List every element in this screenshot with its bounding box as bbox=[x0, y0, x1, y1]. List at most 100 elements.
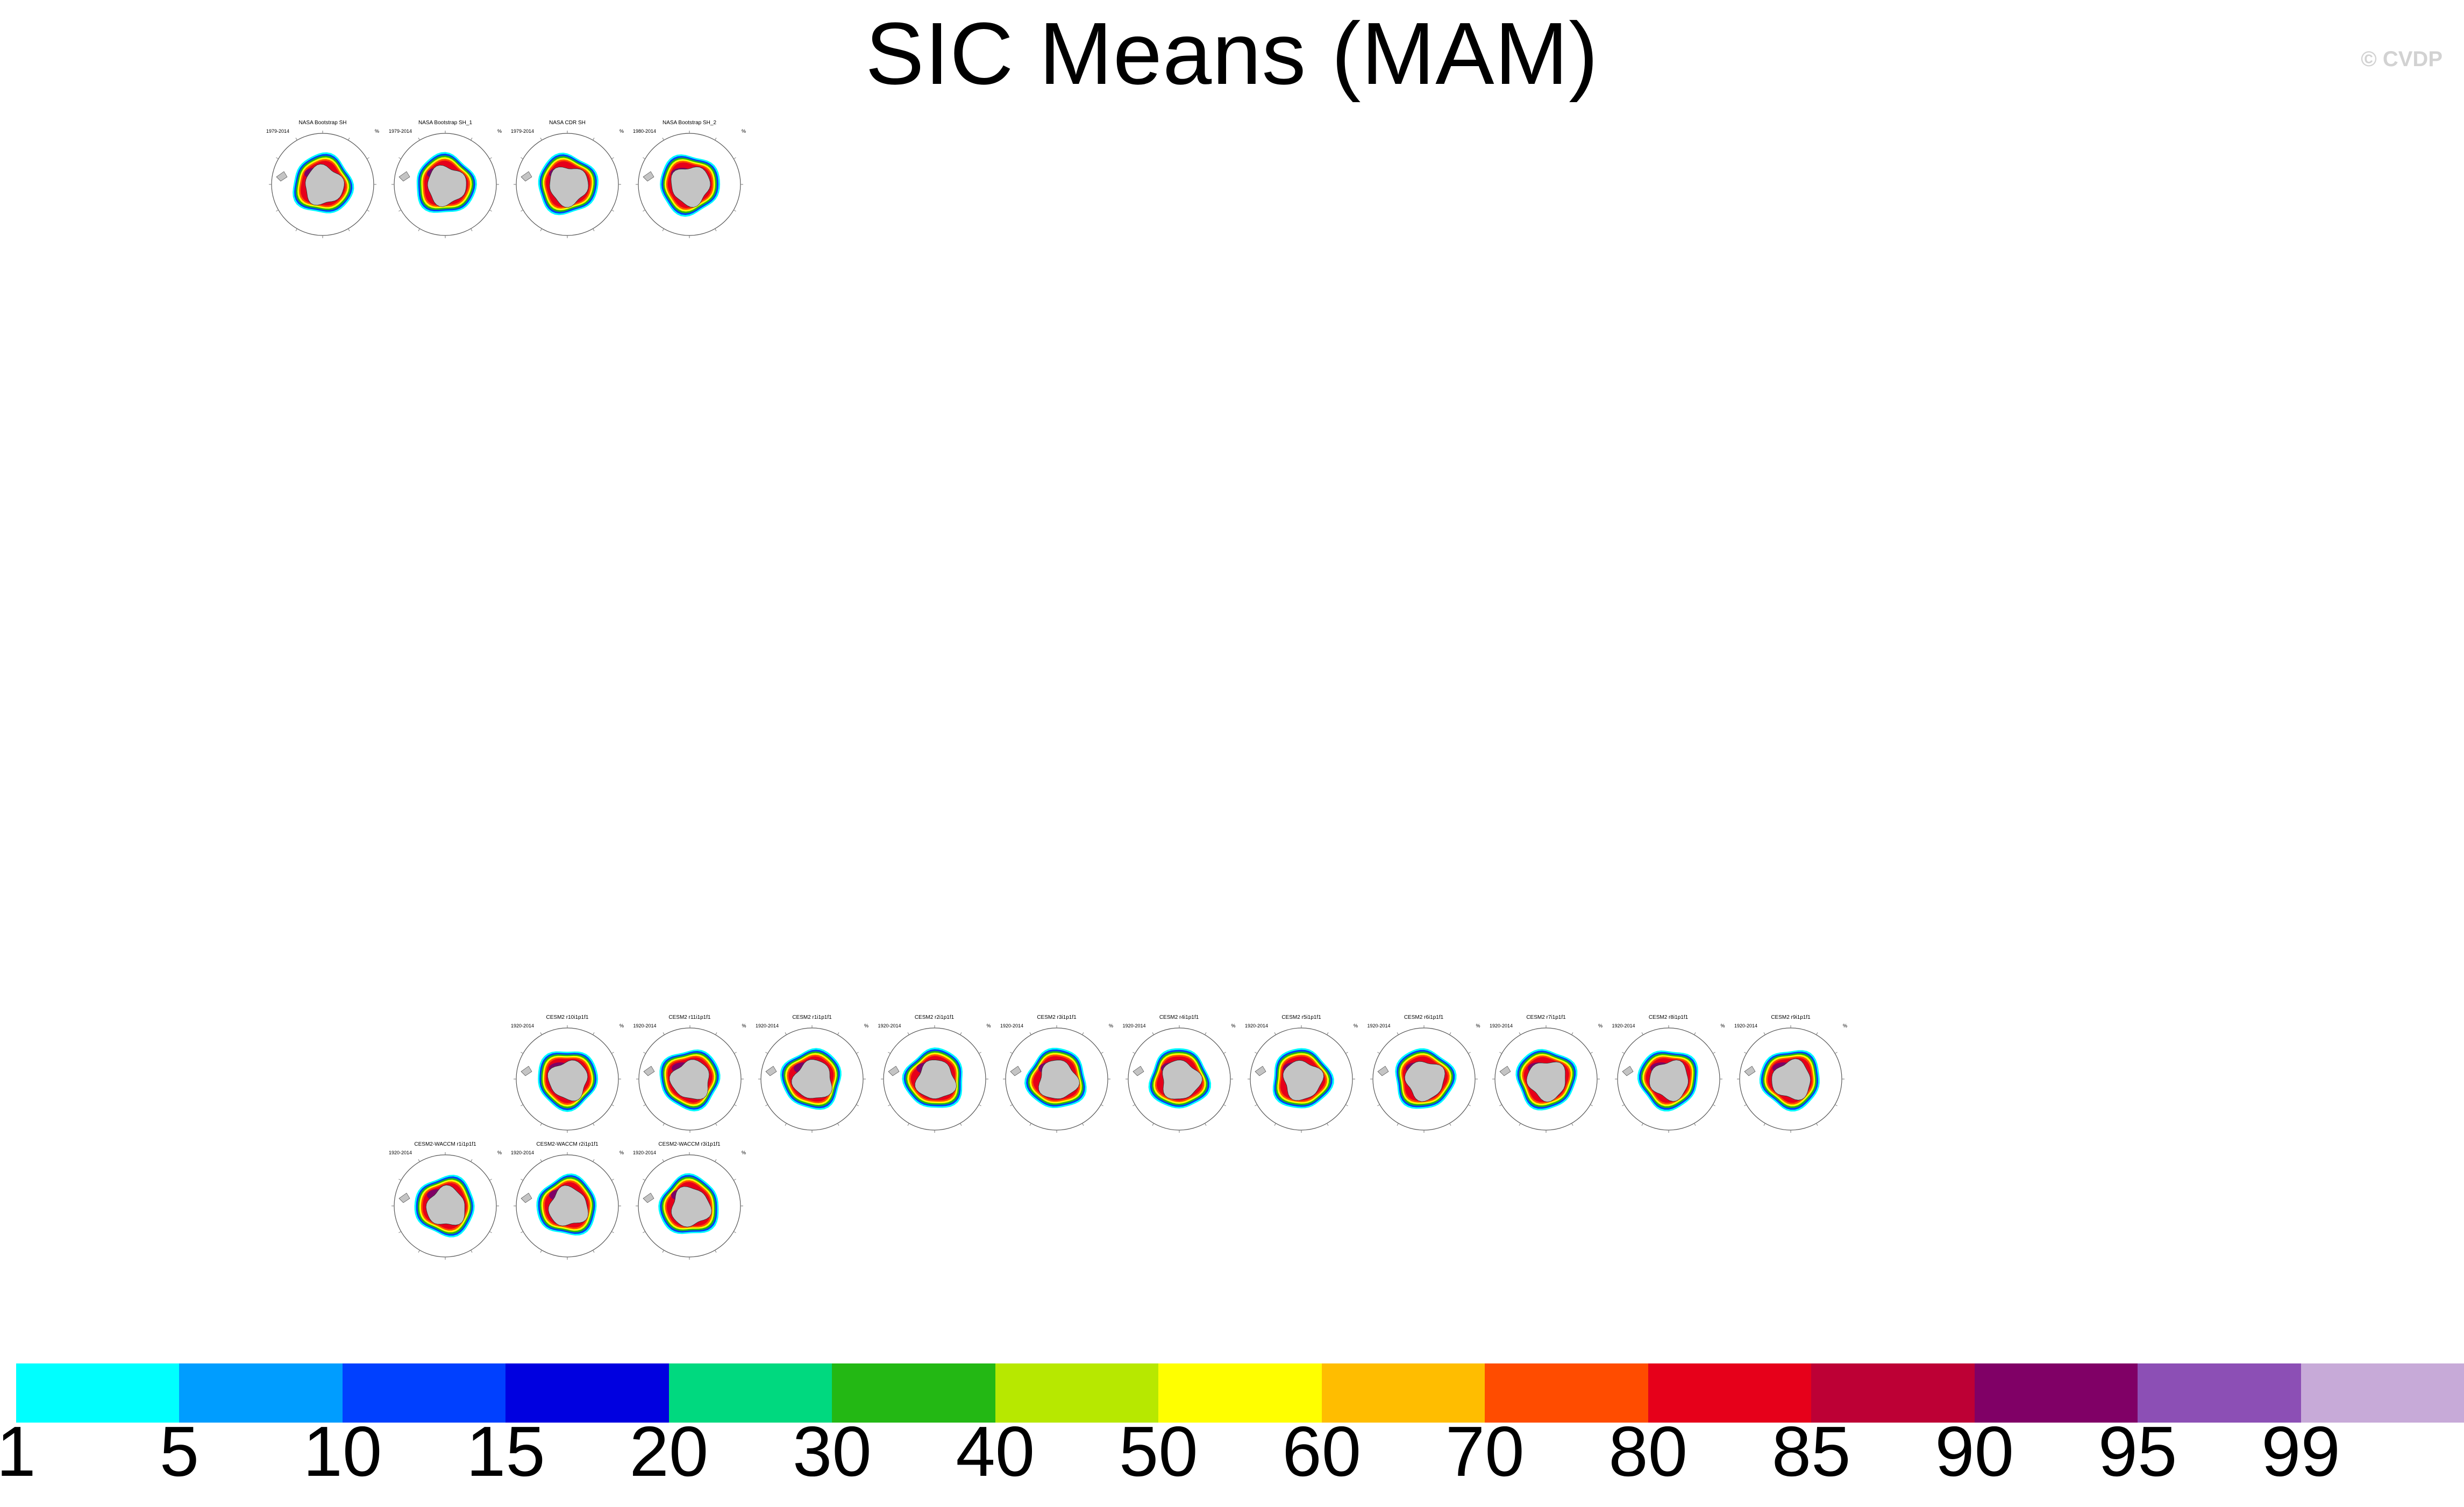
panel-title: CESM2 r8i1p1f1 bbox=[1648, 1015, 1689, 1020]
polar-map bbox=[514, 131, 621, 238]
south-america-land bbox=[1133, 1066, 1144, 1076]
colorbar-tick-label: 40 bbox=[956, 1412, 1035, 1491]
longitude-tick bbox=[540, 1123, 542, 1126]
colorbar-swatch bbox=[342, 1363, 506, 1423]
colorbar-swatch bbox=[832, 1363, 996, 1423]
antarctica-land bbox=[1404, 1061, 1445, 1102]
antarctica-land bbox=[671, 1186, 712, 1227]
panel-title: CESM2 r2i1p1f1 bbox=[914, 1015, 955, 1020]
map-panel: CESM2 r6i1p1f1 1920-2014% bbox=[1367, 1015, 1480, 1133]
panel-years: 1920-2014 bbox=[1245, 1023, 1269, 1029]
panel-units: % bbox=[497, 1150, 502, 1155]
panel-units: % bbox=[741, 128, 746, 134]
polar-map bbox=[1125, 1025, 1233, 1133]
panel-units: % bbox=[1108, 1023, 1113, 1029]
map-panel: CESM2 r7i1p1f1 1920-2014% bbox=[1490, 1015, 1603, 1133]
longitude-tick bbox=[1204, 1123, 1206, 1126]
colorbar-swatch bbox=[505, 1363, 670, 1423]
polar-map bbox=[758, 1025, 866, 1133]
longitude-tick bbox=[1641, 1123, 1643, 1126]
panel-units: % bbox=[1353, 1023, 1358, 1029]
panel-units: % bbox=[1720, 1023, 1725, 1029]
longitude-tick bbox=[643, 1179, 645, 1181]
longitude-tick bbox=[398, 1179, 401, 1181]
antarctica-land bbox=[1162, 1060, 1202, 1099]
longitude-tick bbox=[1816, 1123, 1818, 1126]
longitude-tick bbox=[907, 1032, 909, 1035]
panel-title: NASA Bootstrap SH_2 bbox=[662, 120, 717, 126]
longitude-tick bbox=[348, 228, 350, 231]
colorbar-tick-label: 99 bbox=[2261, 1412, 2340, 1491]
longitude-tick bbox=[276, 157, 279, 159]
longitude-tick bbox=[540, 228, 542, 231]
longitude-tick bbox=[471, 138, 473, 140]
longitude-tick bbox=[521, 1231, 523, 1233]
longitude-tick bbox=[593, 1159, 595, 1162]
longitude-tick bbox=[1468, 1104, 1471, 1106]
south-america-land bbox=[643, 1066, 654, 1076]
map-panel: CESM2 r11i1p1f1 1920-2014% bbox=[633, 1015, 746, 1133]
longitude-tick bbox=[733, 1179, 736, 1181]
south-america-land bbox=[765, 1066, 777, 1076]
antarctica-land bbox=[548, 1185, 589, 1226]
longitude-tick bbox=[1223, 1052, 1226, 1054]
longitude-tick bbox=[418, 228, 420, 231]
longitude-tick bbox=[1132, 1104, 1135, 1106]
longitude-tick bbox=[1397, 1123, 1399, 1126]
panel-years: 1920-2014 bbox=[1122, 1023, 1146, 1029]
panel-title: CESM2 r4i1p1f1 bbox=[1159, 1015, 1199, 1020]
south-america-land bbox=[521, 171, 532, 182]
colorbar-tick-label: 90 bbox=[1935, 1412, 2014, 1491]
colorbar-swatch bbox=[1321, 1363, 1485, 1423]
longitude-tick bbox=[471, 1250, 473, 1253]
longitude-tick bbox=[959, 1032, 962, 1035]
panel-title: NASA Bootstrap SH bbox=[298, 120, 347, 126]
panel-years: 1920-2014 bbox=[511, 1150, 535, 1155]
longitude-tick bbox=[715, 228, 717, 231]
longitude-tick bbox=[295, 138, 297, 140]
map-panel: CESM2 r10i1p1f1 1920-2014% bbox=[511, 1015, 624, 1133]
longitude-tick bbox=[398, 157, 401, 159]
antarctica-land bbox=[425, 1184, 465, 1226]
polar-map bbox=[636, 1152, 743, 1260]
longitude-tick bbox=[837, 1123, 839, 1126]
longitude-tick bbox=[733, 1104, 737, 1106]
colorbar bbox=[16, 1363, 2464, 1423]
map-panel: CESM2 r5i1p1f1 1920-2014% bbox=[1245, 1015, 1358, 1133]
colorbar-swatch bbox=[2138, 1363, 2302, 1423]
colorbar-tick-label: 80 bbox=[1608, 1412, 1688, 1491]
longitude-tick bbox=[1519, 1032, 1521, 1035]
longitude-tick bbox=[1274, 1032, 1276, 1035]
longitude-tick bbox=[1152, 1032, 1154, 1035]
panel-title: CESM2 r3i1p1f1 bbox=[1037, 1015, 1077, 1020]
colorbar-swatch bbox=[1648, 1363, 1812, 1423]
map-panel: CESM2 r8i1p1f1 1920-2014% bbox=[1612, 1015, 1725, 1133]
antarctica-land bbox=[669, 1059, 709, 1100]
polar-map bbox=[391, 1152, 499, 1260]
south-america-land bbox=[521, 1192, 532, 1203]
longitude-tick bbox=[733, 1052, 737, 1054]
map-panel: NASA Bootstrap SH 1979-2014% bbox=[266, 120, 379, 238]
panel-years: 1920-2014 bbox=[633, 1023, 657, 1029]
longitude-tick bbox=[643, 210, 645, 212]
longitude-tick bbox=[733, 157, 736, 159]
longitude-tick bbox=[1712, 1104, 1715, 1106]
longitude-tick bbox=[1327, 1032, 1329, 1035]
map-panel: CESM2-WACCM r3i1p1f1 1920-2014% bbox=[633, 1141, 746, 1260]
colorbar-swatch bbox=[16, 1363, 180, 1423]
panel-years: 1920-2014 bbox=[1367, 1023, 1391, 1029]
longitude-tick bbox=[521, 1104, 523, 1106]
longitude-tick bbox=[1449, 1123, 1451, 1126]
longitude-tick bbox=[978, 1104, 981, 1106]
longitude-tick bbox=[1255, 1104, 1257, 1106]
longitude-tick bbox=[611, 210, 614, 212]
polar-map bbox=[1614, 1025, 1722, 1133]
longitude-tick bbox=[398, 210, 401, 212]
longitude-tick bbox=[1327, 1123, 1329, 1126]
longitude-tick bbox=[295, 228, 297, 231]
colorbar-tick-label: 50 bbox=[1119, 1412, 1198, 1491]
longitude-tick bbox=[643, 1052, 646, 1054]
panel-units: % bbox=[619, 1150, 624, 1155]
south-america-land bbox=[398, 1192, 410, 1203]
longitude-tick bbox=[367, 210, 369, 212]
